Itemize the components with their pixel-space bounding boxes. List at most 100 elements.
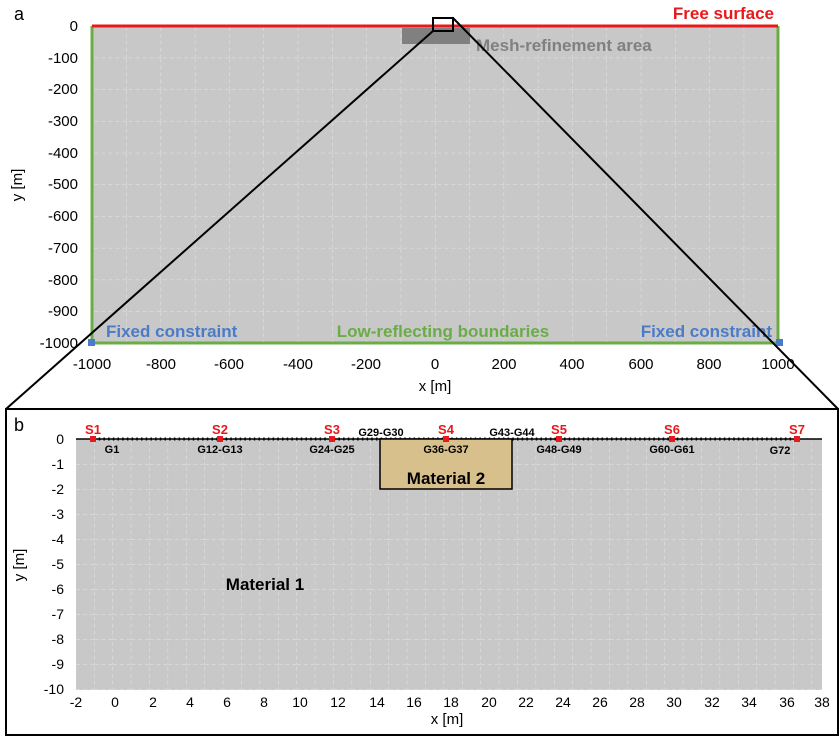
station-marker [90,436,96,442]
fixed-constraint-left-marker [88,339,95,346]
fixed-constraint-left-label: Fixed constraint [106,322,238,341]
material-2-block [379,438,513,490]
station-label: S7 [789,422,805,437]
panel-b-y-ticks: 0 -1 -2 -3 -4 -5 -6 -7 -8 -9 -10 [44,431,64,697]
station-marker [669,436,675,442]
material-2-label: Material 2 [407,469,485,488]
y-tick-a: -700 [48,240,78,257]
geophone-label: G36-G37 [423,444,468,456]
y-tick-b: -8 [52,631,65,647]
geophone-label: G43-G44 [489,427,535,439]
x-tick-a: -400 [283,356,313,373]
y-tick-a: -200 [48,81,78,98]
y-tick-a: -500 [48,176,78,193]
fixed-constraint-right-label: Fixed constraint [641,322,773,341]
y-tick-a: -800 [48,272,78,289]
geophone-label: G24-G25 [309,444,354,456]
station-label: S6 [664,422,680,437]
geophone-label: G60-G61 [649,444,694,456]
zoom-connector-left [5,30,434,410]
y-tick-a: -100 [48,50,78,67]
station-label: S3 [324,422,340,437]
x-tick-b: 22 [518,694,534,710]
x-tick-b: 8 [260,694,268,710]
x-tick-b: 32 [704,694,720,710]
x-tick-b: 4 [186,694,194,710]
x-tick-a: 1000 [761,356,794,373]
x-tick-b: 24 [555,694,571,710]
y-tick-b: -9 [52,656,65,672]
panel-b: b Material 2 Material 1 S1 S2 S3 S4 S5 S… [5,408,839,736]
y-tick-a: -900 [48,303,78,320]
material-1-label: Material 1 [226,575,304,594]
panel-a-y-ticks: 0 -100 -200 -300 -400 -500 -600 -700 -80… [40,18,78,352]
x-tick-b: -2 [70,694,83,710]
station-label: S1 [85,422,101,437]
grid-lines [92,26,778,343]
x-tick-b: 16 [406,694,422,710]
station-label: S2 [212,422,228,437]
x-tick-b: 2 [149,694,157,710]
y-tick-a: -600 [48,208,78,225]
x-tick-b: 34 [741,694,757,710]
x-tick-b: 18 [443,694,459,710]
stations: S1 S2 S3 S4 S5 S6 S7 [85,422,805,442]
panel-b-x-axis-label: x [m] [431,711,464,728]
panel-b-letter: b [14,415,24,435]
x-tick-b: 12 [330,694,346,710]
x-tick-b: 30 [666,694,682,710]
x-tick-b: 28 [629,694,645,710]
geophone-label: G12-G13 [197,444,242,456]
panel-b-x-ticks: -2 0 2 4 6 8 10 12 14 16 18 20 22 24 26 … [70,694,830,710]
station-marker [556,436,562,442]
geophone-label: G72 [770,445,791,457]
x-tick-a: 400 [559,356,584,373]
station-label: S4 [438,422,455,437]
y-tick-a: -400 [48,145,78,162]
y-tick-b: -3 [52,506,65,522]
x-tick-a: -600 [214,356,244,373]
geophone-label: G29-G30 [358,427,403,439]
y-tick-b: -6 [52,581,65,597]
x-tick-a: 800 [696,356,721,373]
x-tick-b: 20 [481,694,497,710]
y-tick-b: -2 [52,481,65,497]
x-tick-b: 10 [292,694,308,710]
panel-a-y-axis-label: y [m] [9,169,26,202]
panel-a: a Free surface Mesh-refinement area Fixe… [9,4,795,395]
y-tick-b: -1 [52,456,65,472]
panel-a-letter: a [14,4,25,24]
panel-b-y-axis-label: y [m] [11,549,28,582]
y-tick-b: -7 [52,606,65,622]
y-tick-b: 0 [56,431,64,447]
x-tick-b: 14 [369,694,385,710]
x-tick-a: -800 [146,356,176,373]
x-tick-a: 200 [491,356,516,373]
y-tick-b: -4 [52,531,65,547]
x-tick-b: 36 [779,694,795,710]
geophone-labels: G1 G12-G13 G24-G25 G29-G30 G36-G37 G43-G… [105,427,791,457]
free-surface-label: Free surface [673,4,774,23]
y-tick-b: -10 [44,681,64,697]
x-tick-b: 6 [223,694,231,710]
x-tick-b: 0 [111,694,119,710]
station-label: S5 [551,422,567,437]
geophone-label: G48-G49 [536,444,581,456]
mesh-refinement-label: Mesh-refinement area [476,36,652,55]
zoom-box [432,17,454,32]
panel-a-x-ticks: -1000 -800 -600 -400 -200 0 200 400 600 … [73,356,795,373]
x-tick-a: -200 [351,356,381,373]
x-tick-a: 600 [628,356,653,373]
geophone-label: G1 [105,444,120,456]
station-marker [217,436,223,442]
x-tick-a: -1000 [73,356,111,373]
station-marker [443,436,449,442]
y-tick-a: 0 [70,18,78,35]
x-tick-b: 38 [814,694,830,710]
y-tick-b: -5 [52,556,65,572]
station-marker [329,436,335,442]
low-reflecting-boundaries-label: Low-reflecting boundaries [337,322,550,341]
panel-a-x-axis-label: x [m] [419,378,452,395]
zoom-connector-right [452,17,839,410]
